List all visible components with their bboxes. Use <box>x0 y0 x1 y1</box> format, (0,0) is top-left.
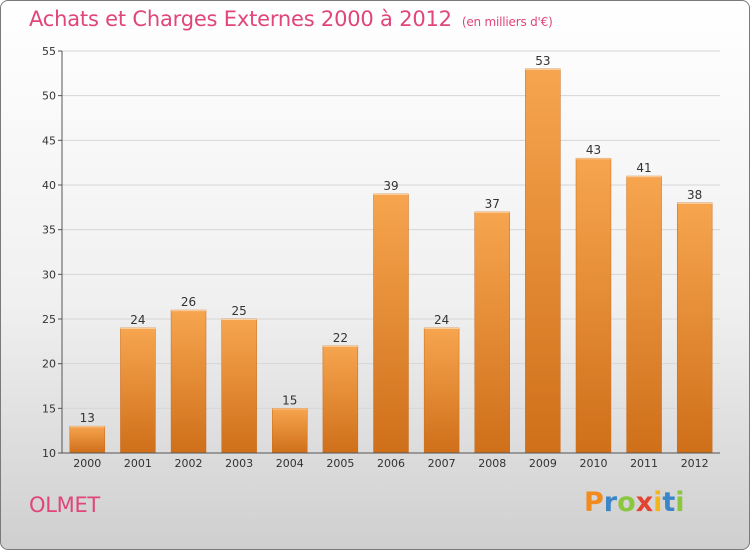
y-tick-label: 45 <box>42 134 56 147</box>
y-tick-label: 30 <box>42 268 56 281</box>
x-tick-label: 2009 <box>529 457 557 470</box>
bar-2012 <box>676 202 713 454</box>
data-label-2012: 38 <box>687 188 702 202</box>
y-tick-label: 50 <box>42 90 56 103</box>
chart-title: Achats et Charges Externes 2000 à 2012 (e… <box>29 7 553 31</box>
bar-2006 <box>373 193 409 454</box>
bar-2002 <box>170 309 207 454</box>
bar-2005 <box>322 345 359 454</box>
bar-2007 <box>423 327 460 454</box>
bar-2011 <box>626 175 662 454</box>
bar-2009 <box>525 68 561 454</box>
data-label-2007: 24 <box>434 313 449 327</box>
y-tick-label: 55 <box>42 45 56 58</box>
x-tick-label: 2011 <box>630 457 658 470</box>
x-tick-label: 2010 <box>579 457 607 470</box>
y-tick-label: 20 <box>42 358 56 371</box>
bar-2010 <box>575 157 612 454</box>
data-label-2005: 22 <box>333 331 348 345</box>
y-tick-label: 25 <box>42 313 56 326</box>
x-tick-label: 2007 <box>428 457 456 470</box>
data-label-2009: 53 <box>535 54 550 68</box>
data-label-2010: 43 <box>586 143 601 157</box>
x-tick-label: 2000 <box>73 457 101 470</box>
y-tick-label: 15 <box>42 402 56 415</box>
bar-2003 <box>221 318 257 454</box>
chart-unit: (en milliers d'€) <box>461 15 553 29</box>
x-tick-label: 2008 <box>478 457 506 470</box>
x-tick-label: 2005 <box>326 457 354 470</box>
y-tick-label: 35 <box>42 224 56 237</box>
x-tick-label: 2002 <box>175 457 203 470</box>
x-tick-label: 2004 <box>276 457 304 470</box>
x-tick-label: 2001 <box>124 457 152 470</box>
bar-2001 <box>120 327 156 454</box>
data-label-2004: 15 <box>282 393 297 407</box>
bar-2000 <box>69 425 106 454</box>
y-tick-label: 40 <box>42 179 56 192</box>
data-label-2006: 39 <box>383 179 398 193</box>
data-label-2011: 41 <box>636 161 651 175</box>
x-tick-label: 2012 <box>681 457 709 470</box>
proxiti-logo: Proxiti <box>584 487 685 518</box>
data-label-2001: 24 <box>130 313 145 327</box>
data-label-2008: 37 <box>485 197 500 211</box>
y-tick-label: 10 <box>42 447 56 460</box>
town-name: OLMET <box>29 493 100 517</box>
data-label-2002: 26 <box>181 295 196 309</box>
x-tick-label: 2006 <box>377 457 405 470</box>
bar-2004 <box>272 408 308 454</box>
x-tick-label: 2003 <box>225 457 253 470</box>
chart-title-text: Achats et Charges Externes 2000 à 2012 <box>29 7 452 31</box>
data-label-2000: 13 <box>80 411 95 425</box>
data-label-2003: 25 <box>232 304 247 318</box>
bar-2008 <box>474 211 510 454</box>
